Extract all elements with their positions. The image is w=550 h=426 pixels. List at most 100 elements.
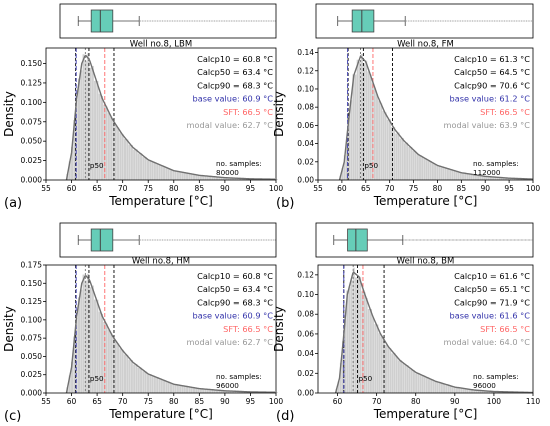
flier-point <box>215 20 217 22</box>
histogram-bar <box>500 177 503 180</box>
flier-point <box>509 239 511 241</box>
flier-point <box>247 20 249 22</box>
histogram-bar <box>232 177 235 180</box>
flier-point <box>433 20 435 22</box>
histogram-bar <box>434 381 437 393</box>
histogram-bar <box>80 289 83 393</box>
histogram-bar <box>477 390 480 393</box>
histogram-bar <box>373 88 376 180</box>
x-tick-label: 85 <box>195 397 205 406</box>
flier-point <box>505 239 507 241</box>
flier-point <box>417 239 419 241</box>
histogram-bar <box>275 392 278 393</box>
flier-point <box>448 20 450 22</box>
flier-point <box>529 239 531 241</box>
histogram-bar <box>419 155 421 180</box>
flier-point <box>442 239 444 241</box>
flier-point <box>482 20 484 22</box>
flier-point <box>461 239 463 241</box>
histogram-bar <box>354 277 357 393</box>
histogram-bar <box>427 160 430 180</box>
histogram-bar <box>167 168 170 180</box>
histogram-bar <box>498 177 501 180</box>
histogram-bar <box>146 160 149 180</box>
x-tick-label: 60 <box>67 397 77 406</box>
flier-point <box>485 20 487 22</box>
flier-point <box>252 20 254 22</box>
histogram-bar <box>149 160 152 180</box>
flier-point <box>503 20 506 22</box>
flier-point <box>407 239 409 241</box>
flier-point <box>143 239 145 241</box>
histogram-bar <box>369 308 372 393</box>
x-tick-label: 55 <box>41 184 51 193</box>
annotation-sft: SFT: 66.5 °C <box>223 324 273 334</box>
flier-point <box>454 239 456 241</box>
histogram-bar <box>453 170 456 180</box>
flier-point <box>160 239 162 241</box>
chart-title: Well no.8, FM <box>397 40 454 50</box>
annotation-calc-p10: Calcp10 = 60.8 °C <box>197 271 273 281</box>
flier-point <box>475 20 477 22</box>
histogram-bar <box>378 100 381 180</box>
chart-title: Well no.8, LBM <box>130 40 192 50</box>
histogram-bar <box>440 167 443 180</box>
flier-point <box>406 20 408 22</box>
flier-point <box>520 239 522 241</box>
histogram-bar <box>486 391 488 393</box>
histogram-bar <box>406 365 409 393</box>
histogram-bar <box>107 329 110 393</box>
flier-point <box>173 239 175 241</box>
x-tick-label: 80 <box>411 397 421 406</box>
flier-point <box>220 239 222 241</box>
histogram-bar <box>399 138 402 180</box>
flier-point <box>217 20 219 22</box>
histogram-bar <box>80 70 83 180</box>
flier-point <box>488 20 490 22</box>
x-tick-label: 55 <box>41 397 51 406</box>
flier-point <box>183 20 185 22</box>
annotation-modal: modal value: 62.7 °C <box>187 120 274 130</box>
histogram-bar <box>238 178 241 180</box>
flier-point <box>408 239 411 241</box>
histogram-bar <box>192 174 195 180</box>
flier-point <box>190 239 192 241</box>
flier-point <box>466 20 468 22</box>
x-tick-label: 95 <box>246 397 256 406</box>
histogram-bar <box>443 383 445 393</box>
y-tick-label: 0.075 <box>21 117 43 126</box>
histogram-bar <box>402 363 405 393</box>
histogram-bar <box>105 323 108 393</box>
flier-point <box>453 20 455 22</box>
annotation-calc-p50: Calcp50 = 64.5 °C <box>454 67 530 77</box>
histogram-bar <box>243 178 246 180</box>
y-tick-label: 0.125 <box>21 78 43 87</box>
histogram-bar <box>202 388 205 393</box>
flier-point <box>175 239 177 241</box>
flier-point <box>230 239 232 241</box>
flier-point <box>426 20 428 22</box>
flier-point <box>185 20 187 22</box>
histogram-bar <box>75 317 78 393</box>
histogram-bar <box>227 177 230 180</box>
flier-point <box>491 239 493 241</box>
histogram-bar <box>365 297 368 393</box>
flier-point <box>177 239 179 241</box>
histogram-bar <box>451 169 454 180</box>
histogram-bar <box>408 368 411 393</box>
histogram-bar <box>133 149 136 180</box>
histogram-bar <box>169 382 172 393</box>
flier-point <box>508 239 510 241</box>
flier-point <box>497 239 499 241</box>
histogram-bar <box>380 336 383 393</box>
flier-point <box>214 20 216 22</box>
flier-point <box>513 239 516 241</box>
histogram-bar <box>91 65 94 180</box>
histogram-bar <box>188 173 191 180</box>
flier-point <box>269 239 271 241</box>
boxplot-box <box>90 9 114 33</box>
histogram-bar <box>337 381 340 393</box>
histogram-bar <box>425 159 428 180</box>
histogram-bar <box>369 74 372 180</box>
flier-point <box>266 239 268 241</box>
